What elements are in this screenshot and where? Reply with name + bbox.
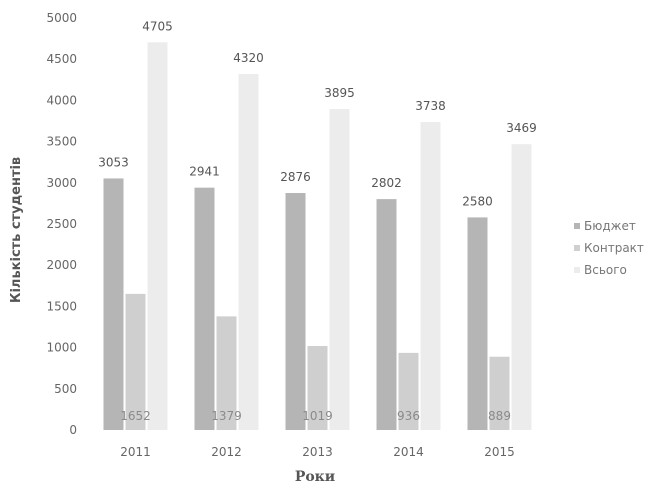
data-label: 3895	[324, 86, 355, 100]
legend-swatch	[574, 245, 580, 251]
data-label: 3469	[506, 121, 537, 135]
data-label: 936	[397, 409, 420, 423]
data-label: 889	[488, 409, 511, 423]
data-label: 3738	[415, 99, 446, 113]
bar	[467, 217, 488, 430]
data-label: 1019	[302, 409, 333, 423]
x-tick-label: 2013	[302, 445, 333, 459]
data-labels-layer: 3053 1652 4705 2941 1379 4320 2876 1019 3895 2802…	[98, 19, 537, 423]
x-tick-label: 2015	[484, 445, 515, 459]
y-tick-label: 4500	[46, 52, 77, 66]
data-label: 1379	[211, 409, 242, 423]
legend-label: Контракт	[584, 241, 644, 255]
legend-swatch	[574, 223, 580, 229]
bar	[216, 316, 237, 430]
data-label: 4320	[233, 51, 264, 65]
plot-area: 3053 1652 4705 2941 1379 4320 2876 1019 3895 2802…	[46, 11, 536, 459]
bar	[329, 109, 350, 430]
data-label: 2580	[462, 194, 493, 208]
y-tick-label: 0	[69, 423, 77, 437]
bar	[511, 144, 532, 430]
bar	[489, 356, 510, 430]
y-tick-label: 4000	[46, 93, 77, 107]
data-label: 2802	[371, 176, 402, 190]
y-tick-label: 500	[54, 382, 77, 396]
y-tick-label: 1500	[46, 299, 77, 313]
y-tick-label: 3000	[46, 176, 77, 190]
bar	[307, 346, 328, 430]
data-label: 2876	[280, 170, 311, 184]
data-label: 4705	[142, 19, 173, 33]
bar	[420, 121, 441, 430]
bar	[147, 42, 168, 431]
bar	[238, 74, 259, 431]
bars-layer	[103, 42, 532, 431]
y-tick-label: 2500	[46, 217, 77, 231]
y-tick-label: 2000	[46, 258, 77, 272]
legend-swatch	[574, 267, 580, 273]
x-axis-title: Роки	[295, 469, 335, 485]
data-label: 1652	[120, 409, 151, 423]
y-tick-label: 1000	[46, 341, 77, 355]
data-label: 2941	[189, 165, 220, 179]
x-axis-ticks: 2011 2012 2013 2014 2015	[120, 445, 515, 459]
y-axis-title: Кількість студентів	[9, 157, 24, 303]
y-tick-label: 5000	[46, 11, 77, 25]
bar	[103, 178, 124, 430]
legend-label: Всього	[584, 263, 627, 277]
bar	[376, 199, 397, 430]
y-tick-label: 3500	[46, 135, 77, 149]
y-axis-ticks: 0 500 1000 1500 2000 2500 3000 3500 4000 4500 5000	[46, 11, 77, 437]
bar	[285, 193, 306, 430]
data-label: 3053	[98, 155, 129, 169]
legend-label: Бюджет	[584, 219, 636, 233]
legend: Бюджет Контракт Всього	[574, 219, 644, 277]
x-tick-label: 2011	[120, 445, 151, 459]
bar	[194, 187, 215, 430]
x-tick-label: 2012	[211, 445, 242, 459]
bar	[398, 352, 419, 430]
x-tick-label: 2014	[393, 445, 424, 459]
bar	[125, 293, 146, 430]
